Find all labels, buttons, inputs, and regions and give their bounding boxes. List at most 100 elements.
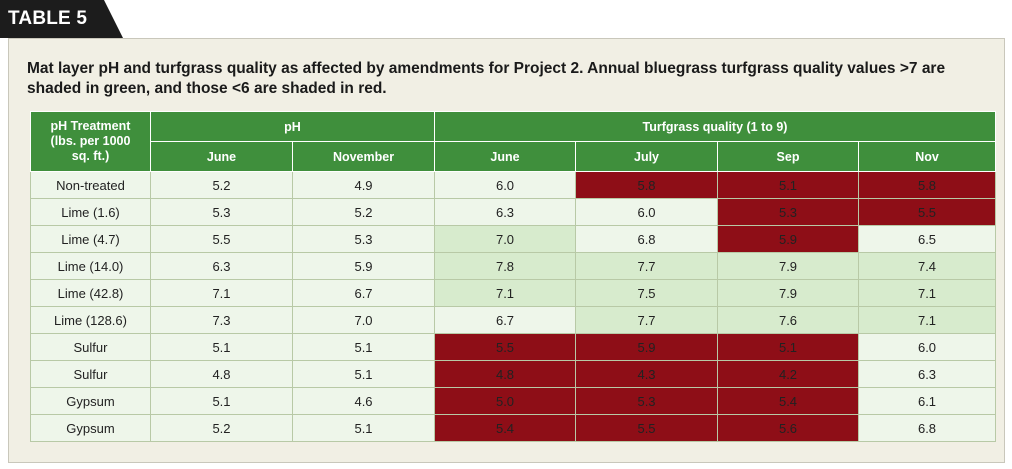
- quality-june-cell: 5.0: [434, 387, 577, 415]
- treatment-cell: Lime (42.8): [30, 279, 151, 307]
- quality-june-cell: 7.1: [434, 279, 577, 307]
- quality-nov-cell: 6.1: [858, 387, 997, 415]
- ph-june-cell: 5.1: [150, 387, 293, 415]
- quality-nov-cell: 6.5: [858, 225, 997, 253]
- quality-nov-cell: 6.3: [858, 360, 997, 388]
- quality-sep-cell: 7.6: [717, 306, 860, 334]
- quality-nov-cell: 7.1: [858, 306, 997, 334]
- quality-june-cell: 7.0: [434, 225, 577, 253]
- quality-nov-cell: 5.5: [858, 198, 997, 226]
- table-row: Sulfur 5.1 5.1 5.5 5.9 5.1 6.0: [30, 333, 997, 361]
- quality-nov-cell: 7.4: [858, 252, 997, 280]
- quality-sep-cell: 5.1: [717, 333, 860, 361]
- quality-sep-cell: 5.9: [717, 225, 860, 253]
- ph-november-cell: 5.1: [291, 360, 436, 388]
- quality-sep-cell: 4.2: [717, 360, 860, 388]
- quality-july-cell: 4.3: [575, 360, 719, 388]
- ph-june-cell: 5.1: [150, 333, 293, 361]
- quality-sep-cell: 7.9: [717, 279, 860, 307]
- table-body: Non-treated 5.2 4.9 6.0 5.8 5.1 5.8 Lime (1.6) 5…: [30, 171, 997, 442]
- ph-november-cell: 5.3: [291, 225, 436, 253]
- results-table: pH Treatment (lbs. per 1000 sq. ft.) pH …: [30, 111, 997, 442]
- ph-november-cell: 4.9: [291, 171, 436, 199]
- ph-group-header: pH: [149, 111, 436, 142]
- quality-nov-cell: 7.1: [858, 279, 997, 307]
- quality-june-cell: 4.8: [434, 360, 577, 388]
- table-panel: Mat layer pH and turfgrass quality as af…: [8, 38, 1005, 463]
- treatment-cell: Gypsum: [30, 414, 151, 442]
- table-row: Lime (42.8) 7.1 6.7 7.1 7.5 7.9 7.1: [30, 279, 997, 307]
- treatment-cell: Lime (128.6): [30, 306, 151, 334]
- quality-nov-header: Nov: [858, 141, 997, 172]
- ph-june-cell: 4.8: [150, 360, 293, 388]
- ph-june-cell: 7.3: [150, 306, 293, 334]
- treatment-header-line2: (lbs. per 1000: [50, 134, 131, 148]
- quality-july-cell: 7.7: [575, 252, 719, 280]
- quality-july-cell: 6.0: [575, 198, 719, 226]
- table-row: Non-treated 5.2 4.9 6.0 5.8 5.1 5.8: [30, 171, 997, 199]
- ph-november-cell: 5.9: [291, 252, 436, 280]
- quality-july-cell: 5.5: [575, 414, 719, 442]
- quality-july-cell: 5.9: [575, 333, 719, 361]
- treatment-cell: Sulfur: [30, 360, 151, 388]
- ph-november-cell: 5.2: [291, 198, 436, 226]
- table-number-tab: TABLE 5: [0, 0, 123, 38]
- quality-july-cell: 5.3: [575, 387, 719, 415]
- quality-july-cell: 6.8: [575, 225, 719, 253]
- quality-sep-cell: 5.3: [717, 198, 860, 226]
- treatment-cell: Gypsum: [30, 387, 151, 415]
- quality-june-cell: 6.7: [434, 306, 577, 334]
- table-row: Lime (14.0) 6.3 5.9 7.8 7.7 7.9 7.4: [30, 252, 997, 280]
- ph-june-cell: 5.5: [150, 225, 293, 253]
- ph-june-cell: 6.3: [150, 252, 293, 280]
- quality-june-cell: 5.5: [434, 333, 577, 361]
- quality-july-cell: 7.5: [575, 279, 719, 307]
- treatment-cell: Lime (14.0): [30, 252, 151, 280]
- header-row-months: June November June July Sep Nov: [31, 141, 997, 172]
- ph-november-cell: 4.6: [291, 387, 436, 415]
- treatment-cell: Non-treated: [30, 171, 151, 199]
- quality-june-cell: 5.4: [434, 414, 577, 442]
- quality-sep-header: Sep: [717, 141, 860, 172]
- ph-november-cell: 7.0: [291, 306, 436, 334]
- treatment-cell: Lime (4.7): [30, 225, 151, 253]
- treatment-header-line3: sq. ft.): [71, 149, 110, 163]
- treatment-cell: Lime (1.6): [30, 198, 151, 226]
- ph-june-cell: 5.3: [150, 198, 293, 226]
- ph-june-cell: 5.2: [150, 414, 293, 442]
- ph-june-cell: 7.1: [150, 279, 293, 307]
- quality-sep-cell: 7.9: [717, 252, 860, 280]
- quality-june-cell: 6.0: [434, 171, 577, 199]
- table-row: Lime (1.6) 5.3 5.2 6.3 6.0 5.3 5.5: [30, 198, 997, 226]
- quality-sep-cell: 5.4: [717, 387, 860, 415]
- quality-nov-cell: 6.8: [858, 414, 997, 442]
- quality-june-cell: 7.8: [434, 252, 577, 280]
- table-row: Gypsum 5.1 4.6 5.0 5.3 5.4 6.1: [30, 387, 997, 415]
- quality-june-header: June: [434, 141, 577, 172]
- treatment-header: pH Treatment (lbs. per 1000 sq. ft.): [30, 111, 151, 172]
- table-row: Gypsum 5.2 5.1 5.4 5.5 5.6 6.8: [30, 414, 997, 442]
- quality-nov-cell: 6.0: [858, 333, 997, 361]
- quality-june-cell: 6.3: [434, 198, 577, 226]
- treatment-header-line1: pH Treatment: [50, 119, 131, 133]
- ph-november-header: November: [291, 141, 436, 172]
- table-number-label: TABLE 5: [8, 8, 88, 29]
- header-row-groups: pH Treatment (lbs. per 1000 sq. ft.) pH …: [30, 111, 997, 172]
- quality-nov-cell: 5.8: [858, 171, 997, 199]
- quality-sep-cell: 5.1: [717, 171, 860, 199]
- quality-july-cell: 7.7: [575, 306, 719, 334]
- quality-group-header: Turfgrass quality (1 to 9): [434, 111, 997, 142]
- ph-november-cell: 5.1: [291, 414, 436, 442]
- ph-june-cell: 5.2: [150, 171, 293, 199]
- table-caption: Mat layer pH and turfgrass quality as af…: [27, 60, 946, 97]
- quality-july-cell: 5.8: [575, 171, 719, 199]
- table-row: Lime (128.6) 7.3 7.0 6.7 7.7 7.6 7.1: [30, 306, 997, 334]
- table-row: Sulfur 4.8 5.1 4.8 4.3 4.2 6.3: [30, 360, 997, 388]
- quality-july-header: July: [575, 141, 719, 172]
- quality-sep-cell: 5.6: [717, 414, 860, 442]
- table-row: Lime (4.7) 5.5 5.3 7.0 6.8 5.9 6.5: [30, 225, 997, 253]
- ph-november-cell: 5.1: [291, 333, 436, 361]
- ph-june-header: June: [150, 141, 293, 172]
- ph-november-cell: 6.7: [291, 279, 436, 307]
- treatment-cell: Sulfur: [30, 333, 151, 361]
